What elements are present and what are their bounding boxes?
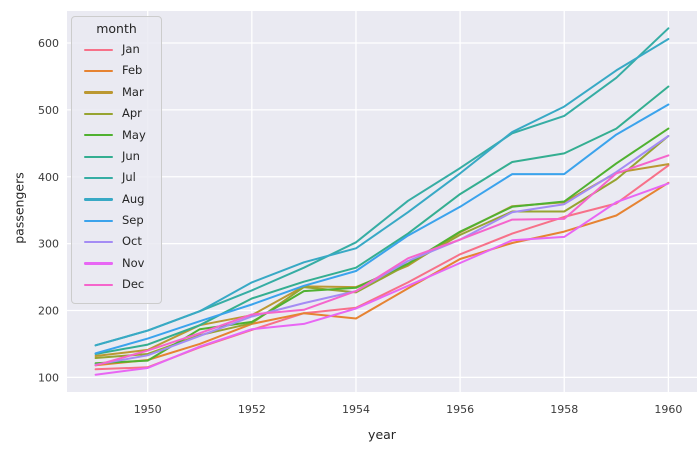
legend-label: Aug [122,191,145,206]
legend-label: Jan [122,41,140,56]
legend-item-apr: Apr [72,103,161,124]
x-tick-label: 1958 [550,403,578,416]
legend-label: May [122,127,146,142]
x-axis-label: year [368,427,396,442]
line-series-sep [94,103,670,355]
x-tick-label: 1954 [342,403,370,416]
line-series-nov [94,182,670,376]
legend-item-feb: Feb [72,60,161,81]
y-tick-label: 600 [38,37,59,50]
line-series-aug [94,38,670,347]
line-series-jun [94,85,670,355]
legend-item-oct: Oct [72,232,161,253]
x-tick-label: 1956 [446,403,474,416]
legend-swatch-dec [84,283,113,287]
legend-item-may: May [72,125,161,146]
legend-swatch-jun [84,155,113,158]
y-tick-label: 400 [38,171,59,184]
legend-swatch-sep [84,219,113,222]
legend-label: Feb [122,63,143,78]
plot-area [67,11,697,392]
legend-swatch-apr [84,112,113,116]
legend-item-jan: Jan [72,39,161,60]
legend-swatch-feb [84,69,113,73]
x-tick-label: 1952 [238,403,266,416]
y-tick-label: 500 [38,104,59,117]
line-series-dec [94,154,670,367]
legend-item-mar: Mar [72,82,161,103]
legend-swatch-may [84,134,113,137]
legend-label: Oct [122,234,142,249]
legend-label: Dec [122,277,145,292]
legend-item-jul: Jul [72,167,161,188]
legend-items: Jan Feb Mar Apr May Jun Jul Aug Sep Oct Nov Dec [72,39,161,296]
legend-item-dec: Dec [72,274,161,295]
legend-swatch-oct [84,241,113,244]
y-axis-label: passengers [11,172,27,244]
legend-label: Nov [122,255,145,270]
line-series-feb [94,181,670,367]
legend-swatch-nov [84,262,113,265]
legend-title: month [96,21,137,36]
y-tick-label: 100 [38,371,59,384]
legend-item-jun: Jun [72,146,161,167]
legend-swatch-mar [84,91,113,94]
legend-swatch-jul [84,176,113,180]
legend-item-sep: Sep [72,210,161,231]
legend-label: Sep [122,213,144,228]
legend-label: Jun [122,148,140,163]
legend-item-aug: Aug [72,189,161,210]
y-tick-label: 300 [38,238,59,251]
legend-swatch-aug [84,198,113,201]
x-tick-label: 1950 [134,403,162,416]
x-tick-label: 1960 [654,403,682,416]
legend-item-nov: Nov [72,253,161,274]
legend-label: Mar [122,84,144,99]
legend-swatch-jan [84,48,113,51]
legend-label: Apr [122,106,142,121]
legend: month Jan Feb Mar Apr May Jun Jul Aug Sep Oct Nov D… [71,16,162,304]
y-tick-label: 200 [38,304,59,317]
line-series-oct [94,135,670,366]
legend-label: Jul [122,170,136,185]
